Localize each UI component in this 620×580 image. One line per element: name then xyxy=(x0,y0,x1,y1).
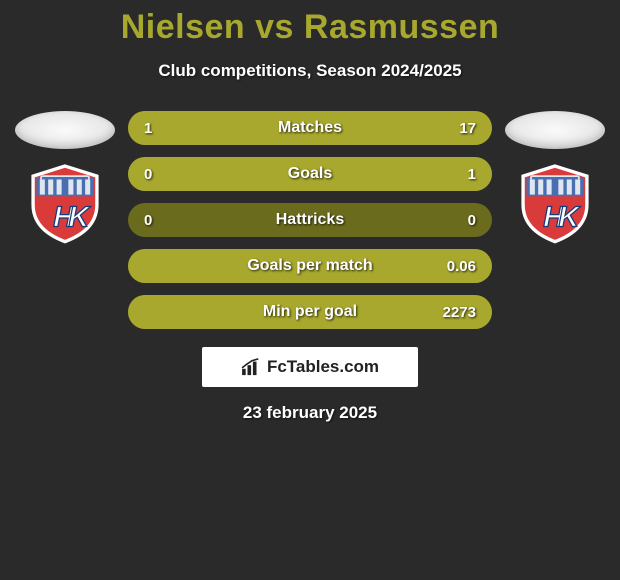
brand-text: FcTables.com xyxy=(267,357,379,377)
stat-right-value: 17 xyxy=(432,120,492,137)
stat-label: Goals per match xyxy=(188,257,432,275)
svg-text:K: K xyxy=(68,202,91,234)
right-side: H K xyxy=(500,111,610,245)
player-placeholder-right xyxy=(505,111,605,149)
stat-left-value: 1 xyxy=(128,120,188,137)
stat-label: Min per goal xyxy=(188,303,432,321)
left-side: H K xyxy=(10,111,120,245)
brand-box[interactable]: FcTables.com xyxy=(202,347,418,387)
club-crest-left: H K xyxy=(23,161,107,245)
stats-list: 1Matches170Goals10Hattricks0Goals per ma… xyxy=(120,111,500,329)
stat-bar: 1Matches17 xyxy=(128,111,492,145)
stat-right-value: 0.06 xyxy=(432,258,492,275)
page-title: Nielsen vs Rasmussen xyxy=(0,8,620,47)
stat-bar: 0Goals1 xyxy=(128,157,492,191)
player-placeholder-left xyxy=(15,111,115,149)
stat-bar: Min per goal2273 xyxy=(128,295,492,329)
stat-bar: 0Hattricks0 xyxy=(128,203,492,237)
stat-bar: Goals per match0.06 xyxy=(128,249,492,283)
stat-label: Matches xyxy=(188,119,432,137)
body-row: H K 1Matches170Goals10Hattricks0Goals pe… xyxy=(0,111,620,329)
svg-text:K: K xyxy=(558,202,581,234)
club-crest-right: H K xyxy=(513,161,597,245)
bar-chart-icon xyxy=(241,358,263,376)
stat-right-value: 1 xyxy=(432,166,492,183)
stat-label: Hattricks xyxy=(188,211,432,229)
stat-label: Goals xyxy=(188,165,432,183)
stat-left-value: 0 xyxy=(128,212,188,229)
date-text: 23 february 2025 xyxy=(0,403,620,423)
stat-right-value: 0 xyxy=(432,212,492,229)
stat-left-value: 0 xyxy=(128,166,188,183)
page-subtitle: Club competitions, Season 2024/2025 xyxy=(0,61,620,81)
comparison-card: Nielsen vs Rasmussen Club competitions, … xyxy=(0,0,620,423)
stat-right-value: 2273 xyxy=(432,304,492,321)
